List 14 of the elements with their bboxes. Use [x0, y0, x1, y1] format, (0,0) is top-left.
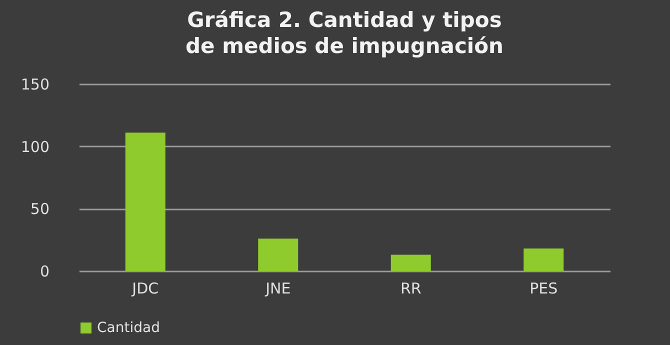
x-tick-label: JDC — [131, 280, 159, 298]
x-tick-label: PES — [530, 280, 558, 298]
legend-label: Cantidad — [97, 320, 160, 336]
y-tick-label: 100 — [20, 138, 50, 156]
y-tick-label: 0 — [40, 262, 50, 280]
bar — [390, 254, 431, 271]
y-tick-label: 150 — [20, 76, 50, 94]
bar — [258, 238, 298, 271]
y-tick-label: 50 — [30, 200, 50, 218]
x-tick-label: JNE — [264, 280, 291, 298]
x-tick-label: RR — [400, 280, 422, 298]
chart-title: Gráfica 2. Cantidad y tipos de medios de impugnación — [185, 8, 504, 58]
bar — [125, 132, 166, 271]
bar — [524, 248, 564, 271]
